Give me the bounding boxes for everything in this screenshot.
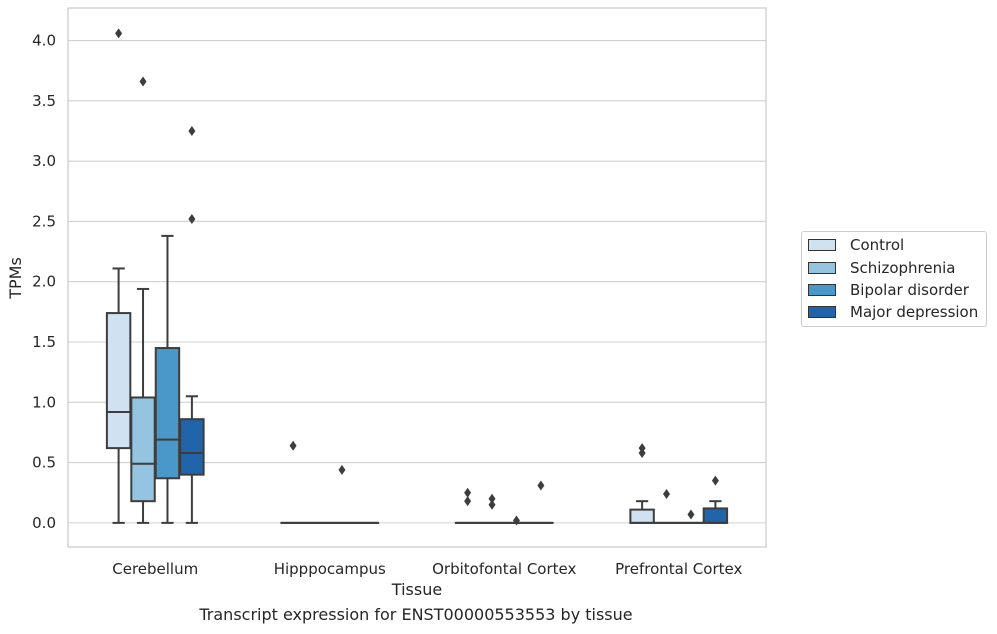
y-tick-label: 0.0 [32, 514, 56, 532]
legend-label-major-depression: Major depression [850, 303, 979, 321]
outlier-point [638, 447, 646, 458]
legend-label-bipolar: Bipolar disorder [850, 281, 969, 299]
y-tick-label: 3.5 [32, 92, 56, 110]
legend-swatch-major-depression [808, 306, 836, 318]
y-tick-label: 2.5 [32, 212, 56, 230]
outlier-point [711, 475, 719, 486]
x-tick-label: Prefrontal Cortex [615, 560, 742, 578]
y-axis-ticks: 0.0 0.5 1.0 1.5 2.0 2.5 3.0 3.5 4.0 [32, 32, 56, 532]
outlier-point [188, 125, 196, 136]
legend-label-schizophrenia: Schizophrenia [850, 259, 956, 277]
x-axis-ticks: Cerebellum Hipppocampus Orbitofontal Corte… [112, 560, 742, 578]
y-tick-label: 4.0 [32, 32, 56, 50]
box [702, 507, 729, 524]
x-tick-label: Cerebellum [112, 560, 198, 578]
box [154, 347, 181, 480]
legend: Control Schizophrenia Bipolar disorder M… [801, 231, 987, 327]
x-tick-label: Hipppocampus [274, 560, 386, 578]
legend-swatch-schizophrenia [808, 262, 836, 274]
outlier-point [512, 515, 520, 526]
x-axis-label: Tissue [391, 580, 442, 599]
legend-label-control: Control [850, 236, 905, 254]
y-tick-label: 3.0 [32, 152, 56, 170]
outlier-point [289, 440, 297, 451]
y-tick-label: 0.5 [32, 454, 56, 472]
legend-swatch-bipolar [808, 284, 836, 296]
y-tick-label: 1.0 [32, 393, 56, 411]
legend-item-schizophrenia: Schizophrenia [808, 258, 955, 278]
box [629, 508, 655, 524]
outlier-point [488, 493, 496, 504]
outlier-point [464, 487, 472, 498]
x-tick-label: Orbitofontal Cortex [432, 560, 576, 578]
box-series [105, 28, 729, 526]
outlier-point [488, 499, 496, 510]
legend-swatch-control [808, 239, 836, 251]
figure-caption: Transcript expression for ENST0000055355… [199, 605, 633, 624]
box [130, 396, 156, 503]
legend-item-major-depression: Major depression [808, 302, 978, 322]
outlier-point [687, 509, 695, 520]
outlier-point [188, 214, 196, 225]
y-tick-label: 2.0 [32, 273, 56, 291]
outlier-point [338, 464, 346, 475]
y-axis-label: TPMs [6, 257, 25, 300]
outlier-point [464, 496, 472, 507]
y-tick-label: 1.5 [32, 333, 56, 351]
plot-frame [67, 7, 767, 548]
legend-item-bipolar: Bipolar disorder [808, 280, 969, 300]
legend-item-control: Control [808, 235, 904, 255]
outlier-point [139, 76, 147, 87]
box [105, 312, 132, 450]
outlier-point [663, 488, 671, 499]
box [179, 418, 205, 476]
outlier-point [115, 28, 123, 39]
outlier-point [537, 480, 545, 491]
